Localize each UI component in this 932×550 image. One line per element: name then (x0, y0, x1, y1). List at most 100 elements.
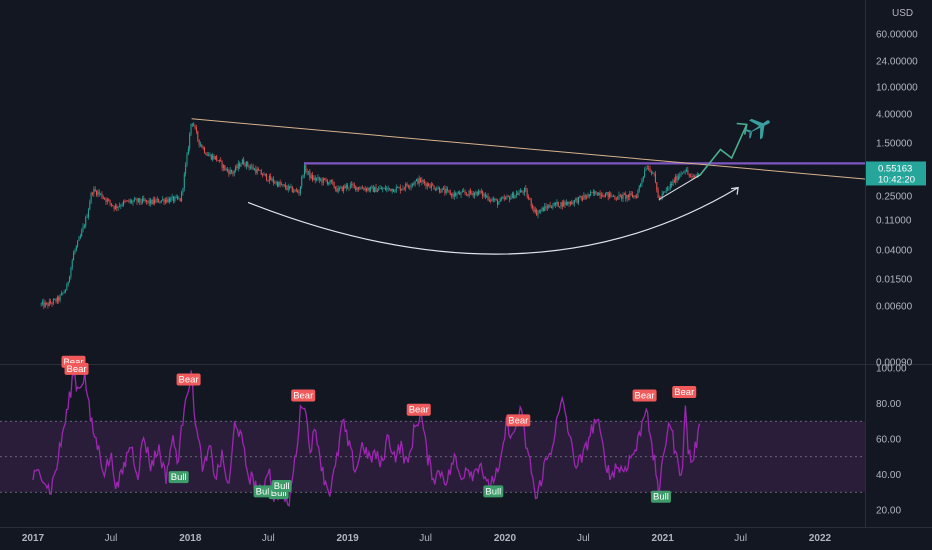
candle-body (537, 212, 539, 216)
candle-body (523, 188, 525, 193)
candle-body (69, 276, 71, 282)
price-candles (40, 122, 700, 310)
candle-body (525, 188, 527, 191)
candle-body (457, 192, 459, 194)
candle-body (588, 194, 590, 196)
signal-tag-label: Bull (256, 486, 272, 497)
candle-body (634, 195, 636, 197)
candle-body (596, 194, 598, 196)
candle-body (252, 166, 254, 170)
candle-body (210, 154, 212, 160)
price-tick-label: 10.00000 (876, 82, 918, 93)
candle-body (116, 205, 118, 208)
candle-body (345, 185, 347, 189)
price-pane[interactable] (40, 112, 898, 310)
candle-body (425, 183, 427, 187)
candle-body (360, 187, 362, 189)
candle-body (405, 183, 407, 189)
candle-body (607, 192, 609, 198)
rsi-axis[interactable]: 100.00 80.00 60.00 40.00 20.00 (876, 364, 907, 517)
bear-signal: Bear (506, 414, 531, 427)
time-axis[interactable]: 2017 Jul 2018 Jul 2019 Jul 2020 Jul 2021 Jul 2022 (22, 533, 832, 544)
candle-body (167, 198, 169, 202)
candle-body (540, 210, 542, 212)
candle-body (233, 171, 235, 174)
airplane-tail-bottom (749, 131, 753, 139)
candle-body (334, 187, 336, 189)
candle-body (220, 159, 222, 162)
candle-body (85, 217, 87, 226)
price-tick-label: 0.01500 (876, 274, 913, 285)
price-axis[interactable]: USD 60.00000 24.00000 10.00000 4.00000 1.500… (876, 8, 918, 369)
candle-body (232, 172, 234, 174)
candle-body (113, 206, 115, 209)
candle-body (42, 301, 44, 304)
candle-body (696, 174, 698, 177)
signal-tag-background (672, 385, 697, 398)
candle-body (626, 195, 628, 199)
candle-body (573, 199, 575, 204)
candle-body (522, 191, 524, 193)
candle-body (449, 191, 451, 196)
candle-body (555, 202, 557, 205)
candle-body (40, 303, 42, 305)
candle-body (105, 198, 107, 202)
candle-body (631, 194, 633, 198)
candle-body (375, 186, 377, 193)
candle-body (199, 144, 201, 146)
candle-body (580, 196, 582, 198)
candle-body (384, 187, 386, 191)
signal-tag-label: Bear (508, 415, 528, 426)
candle-body (590, 192, 592, 196)
candle-body (47, 303, 49, 306)
candle-body (533, 207, 535, 212)
candle-body (610, 193, 612, 197)
rsi-tick-label: 40.00 (876, 470, 901, 481)
candle-body (546, 207, 548, 209)
candle-body (187, 148, 189, 155)
candle-body (320, 179, 322, 181)
candle-body (494, 199, 496, 201)
candle-body (270, 176, 272, 181)
candle-body (313, 177, 315, 180)
candle-body (633, 195, 635, 198)
candle-body (352, 183, 354, 186)
last-price-value: 0.55163 (878, 163, 912, 174)
candle-body (332, 181, 334, 183)
time-tick-label: Jul (105, 533, 118, 544)
rsi-line (32, 370, 701, 507)
candle-body (50, 301, 52, 304)
candle-body (386, 188, 388, 191)
candle-body (502, 197, 504, 199)
candle-body (260, 170, 262, 175)
candle-body (286, 187, 288, 190)
candle-body (675, 175, 677, 183)
candle-body (64, 290, 66, 293)
candle-body (380, 188, 382, 190)
candle-body (411, 183, 413, 186)
candle-body (433, 185, 435, 190)
candle-body (541, 208, 543, 211)
rsi-tick-label: 60.00 (876, 435, 901, 446)
candle-body (692, 176, 694, 178)
candle-body (528, 197, 530, 199)
signal-tag-background (176, 373, 201, 386)
candle-body (133, 198, 135, 201)
candle-body (74, 250, 76, 254)
candle-body (109, 199, 111, 204)
candle-body (285, 185, 287, 188)
candle-body (424, 181, 426, 184)
candle-body (575, 198, 577, 200)
candle-body (676, 175, 678, 181)
candle-body (511, 193, 513, 198)
candle-body (587, 194, 589, 198)
candle-body (418, 178, 420, 184)
candle-body (344, 186, 346, 189)
candle-body (145, 200, 147, 202)
candle-body (339, 188, 341, 189)
candle-body (356, 187, 358, 191)
candle-body (162, 199, 164, 201)
candle-body (510, 197, 512, 200)
